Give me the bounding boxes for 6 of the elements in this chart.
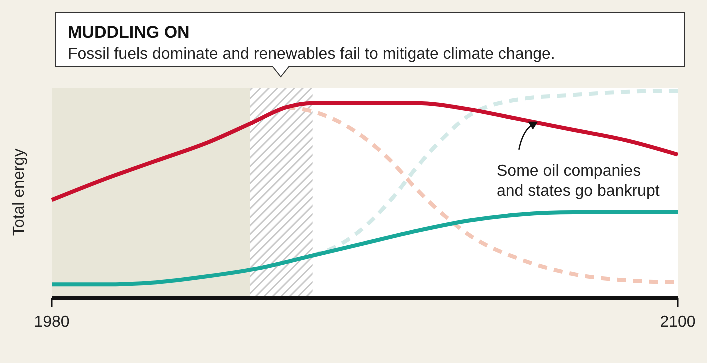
x-tick-label: 2100 xyxy=(660,314,696,331)
annotation: Some oil companies and states go bankrupt xyxy=(497,163,660,200)
y-axis-title: Total energy xyxy=(11,148,28,236)
chart-title: MUDDLING ON xyxy=(68,23,190,42)
chart-subtitle: Fossil fuels dominate and renewables fail to mitigate climate change. xyxy=(68,46,556,63)
x-tick-label: 1980 xyxy=(34,314,70,331)
